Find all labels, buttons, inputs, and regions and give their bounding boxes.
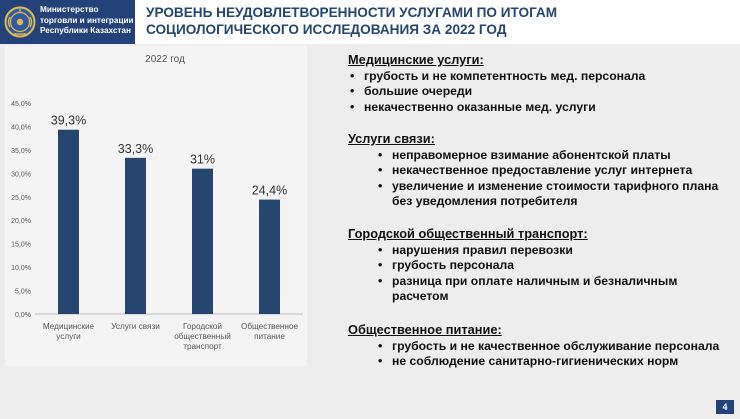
bar-chart: 2022 год 0,0% 5,0% 10,0% 15,0% 20,0% 25,0% 30,0… [11,54,303,351]
list-item: некачественно оказанные мед. услуги [348,100,728,116]
list-item: не соблюдение санитарно-гигиенических но… [348,354,728,370]
list-item: грубость и не качественное обслуживание … [348,339,728,355]
ministry-name: Министерство торговли и интеграции Респу… [40,5,134,35]
x-tick-label: Городской [183,322,222,331]
x-tick-label: транспорт [183,342,222,351]
item-list: нарушения правил перевозки грубость перс… [348,243,728,305]
section-medical: Медицинские услуги: грубость и не компет… [348,52,728,115]
data-label: 33,3% [118,142,153,156]
list-item: большие очереди [348,84,728,100]
header: Министерство торговли и интеграции Респу… [0,0,740,44]
x-tick-label: Услуги связи [111,322,160,331]
list-item: нарушения правил перевозки [348,243,728,259]
page-number: 4 [716,400,734,414]
y-tick-label: 35,0% [11,148,31,155]
page-title: УРОВЕНЬ НЕУДОВЛЕТВОРЕННОСТИ УСЛУГАМИ ПО … [146,5,558,37]
item-list: грубость и не компетентность мед. персон… [348,69,728,116]
section-communication: Услуги связи: неправомерное взимание або… [348,131,728,210]
y-tick-label: 30,0% [11,171,31,178]
chart-title: 2022 год [145,54,185,65]
x-tick-label: общественный [174,332,231,341]
bar [58,129,79,314]
state-emblem-icon [4,6,36,38]
y-tick-label: 20,0% [11,218,31,225]
section-transport: Городской общественный транспорт: наруше… [348,226,728,305]
item-list: неправомерное взимание абонентской платы… [348,148,728,210]
y-tick-label: 25,0% [11,195,31,202]
data-label: 31% [190,153,215,167]
list-item: некачественное предоставление услуг инте… [348,163,728,179]
section-title: Общественное питание: [348,322,502,337]
item-list: грубость и не качественное обслуживание … [348,339,728,370]
list-item: грубость персонала [348,258,728,274]
x-tick-label: питание [254,332,285,341]
bar [259,199,280,314]
section-catering: Общественное питание: грубость и не каче… [348,322,728,370]
section-title: Услуги связи: [348,131,435,146]
data-label: 39,3% [51,114,86,128]
x-tick-label: Общественное [241,322,299,331]
y-tick-label: 5,0% [15,289,31,296]
list-item: разница при оплате наличным и безналичны… [348,274,728,305]
data-label: 24,4% [252,184,287,198]
chart-panel: 2022 год 0,0% 5,0% 10,0% 15,0% 20,0% 25,0% 30,0… [5,46,307,366]
x-tick-label: Медицинские [43,322,95,331]
list-item: увеличение и изменение стоимости тарифно… [348,179,728,210]
ministry-logo-block: Министерство торговли и интеграции Респу… [0,0,135,44]
y-tick-label: 40,0% [11,124,31,131]
list-item: неправомерное взимание абонентской платы [348,148,728,164]
x-tick-label: услуги [56,332,81,341]
bar [125,157,146,314]
bar [192,168,213,314]
y-tick-label: 10,0% [11,265,31,272]
section-title: Медицинские услуги: [348,52,484,67]
y-tick-label: 45,0% [11,101,31,108]
y-tick-label: 15,0% [11,242,31,249]
list-item: грубость и не компетентность мед. персон… [348,69,728,85]
section-title: Городской общественный транспорт: [348,226,588,241]
y-tick-label: 0,0% [15,312,31,319]
